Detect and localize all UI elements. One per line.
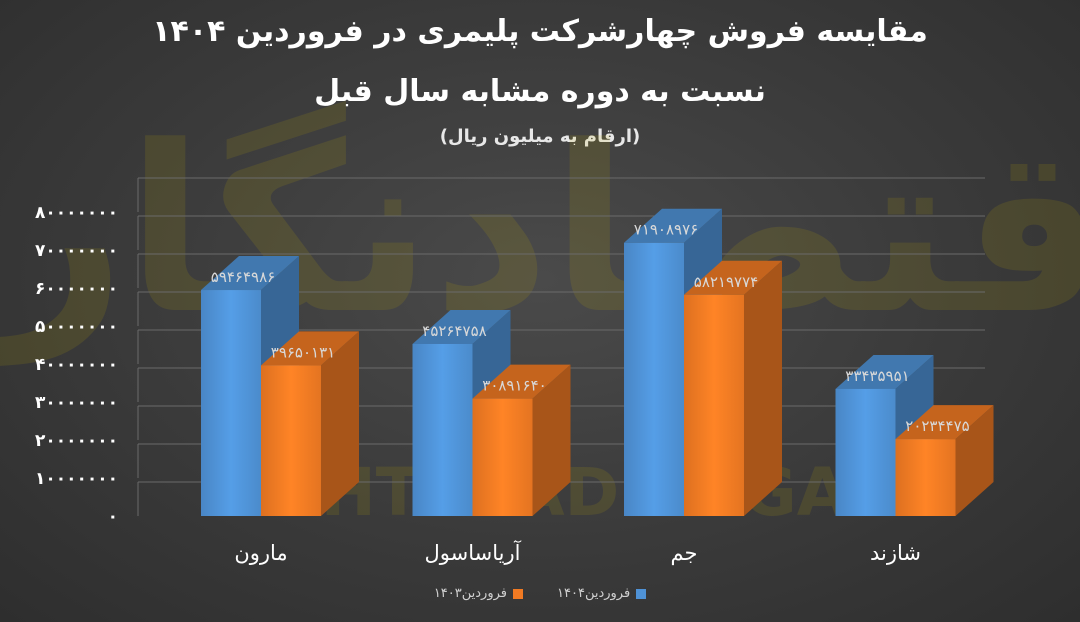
bar-1403 xyxy=(472,398,533,516)
bar-1404 xyxy=(412,343,473,516)
bar-1403-top xyxy=(261,331,359,366)
bar-1404 xyxy=(201,290,261,516)
y-axis-ticks: ۰ ۱۰۰۰۰۰۰۰ ۲۰۰۰۰۰۰۰ ۳۰۰۰۰۰۰۰ ۴۰۰۰۰۰۰۰ ۵۰۰۰۰۰۰… xyxy=(35,203,118,527)
legend-item-1404: فروردین۱۴۰۴ xyxy=(557,586,647,601)
watermark-logo-text: اقتصادنگار xyxy=(0,98,1080,366)
data-label-1403: ۳۹۶۵۰۱۳۱ xyxy=(271,343,335,361)
legend-swatch-1404 xyxy=(636,588,647,599)
bar-1404-top xyxy=(412,309,511,344)
bar-1403-side xyxy=(321,331,359,516)
category-label: جم xyxy=(671,541,698,566)
chart-title-line2: نسبت به دوره مشابه سال قبل xyxy=(314,74,766,109)
chart-title: مقایسه فروش چهارشرکت پلیمری در فروردین ۱… xyxy=(152,14,928,49)
category-label: مارون xyxy=(234,541,287,565)
bar-1403-top xyxy=(472,364,571,399)
y-tick-label: ۱۰۰۰۰۰۰۰ xyxy=(35,469,118,489)
data-label-1403: ۳۰۸۹۱۶۴۰ xyxy=(482,377,546,395)
y-tick-label: ۳۰۰۰۰۰۰۰ xyxy=(35,393,118,413)
legend: فروردین۱۴۰۳ فروردین۱۴۰۴ xyxy=(0,586,1080,601)
data-label-1404: ۷۱۹۰۸۹۷۶ xyxy=(634,221,698,239)
y-tick-label: ۲۰۰۰۰۰۰۰ xyxy=(35,431,118,451)
bar-1403-top xyxy=(895,405,994,440)
data-label-1404: ۵۹۴۶۴۹۸۶ xyxy=(211,268,275,286)
legend-label-1404: فروردین۱۴۰۴ xyxy=(557,586,631,601)
data-labels: ۵۹۴۶۴۹۸۶ ۳۹۶۵۰۱۳۱ ۴۵۲۶۴۷۵۸ ۳۰۸۹۱۶۴۰ ۷۱۹۰۸۹۷۶… xyxy=(211,221,970,435)
y-tick-label: ۶۰۰۰۰۰۰۰ xyxy=(35,279,118,299)
bars xyxy=(201,208,994,516)
bar-1403-side xyxy=(955,405,994,516)
bar-1403 xyxy=(684,294,744,516)
bar-1404 xyxy=(835,388,896,516)
bar-1404-top xyxy=(624,208,722,243)
y-tick-label: ۵۰۰۰۰۰۰۰ xyxy=(35,317,118,337)
bar-1403-side xyxy=(532,364,571,516)
data-label-1403: ۲۰۲۳۴۴۷۵ xyxy=(905,417,969,435)
bar-1403 xyxy=(261,365,321,516)
bar-1404-top xyxy=(835,354,934,389)
category-labels: مارون آریاساسول جم شازند xyxy=(234,540,921,566)
bar-1403-top xyxy=(684,260,782,295)
legend-item-1403: فروردین۱۴۰۳ xyxy=(434,586,523,601)
bar-1404-top xyxy=(201,256,299,291)
y-tick-label: ۷۰۰۰۰۰۰۰ xyxy=(35,241,118,261)
data-label-1404: ۳۳۴۳۵۹۵۱ xyxy=(845,367,909,385)
legend-swatch-1403 xyxy=(513,588,523,599)
legend-label-1403: فروردین۱۴۰۳ xyxy=(433,586,507,601)
chart-subtitle: (ارقام به میلیون ریال) xyxy=(439,126,641,147)
bar-1403 xyxy=(895,439,956,516)
data-label-1404: ۴۵۲۶۴۷۵۸ xyxy=(422,322,486,340)
category-label: شازند xyxy=(870,541,921,565)
data-label-1403: ۵۸۲۱۹۷۷۴ xyxy=(694,273,758,291)
y-tick-label: ۰ xyxy=(108,507,118,527)
bar-1403-side xyxy=(744,260,782,516)
y-tick-label: ۴۰۰۰۰۰۰۰ xyxy=(35,355,118,375)
category-label: آریاساسول xyxy=(425,540,522,565)
bar-1404 xyxy=(624,242,684,516)
y-tick-label: ۸۰۰۰۰۰۰۰ xyxy=(35,203,118,223)
